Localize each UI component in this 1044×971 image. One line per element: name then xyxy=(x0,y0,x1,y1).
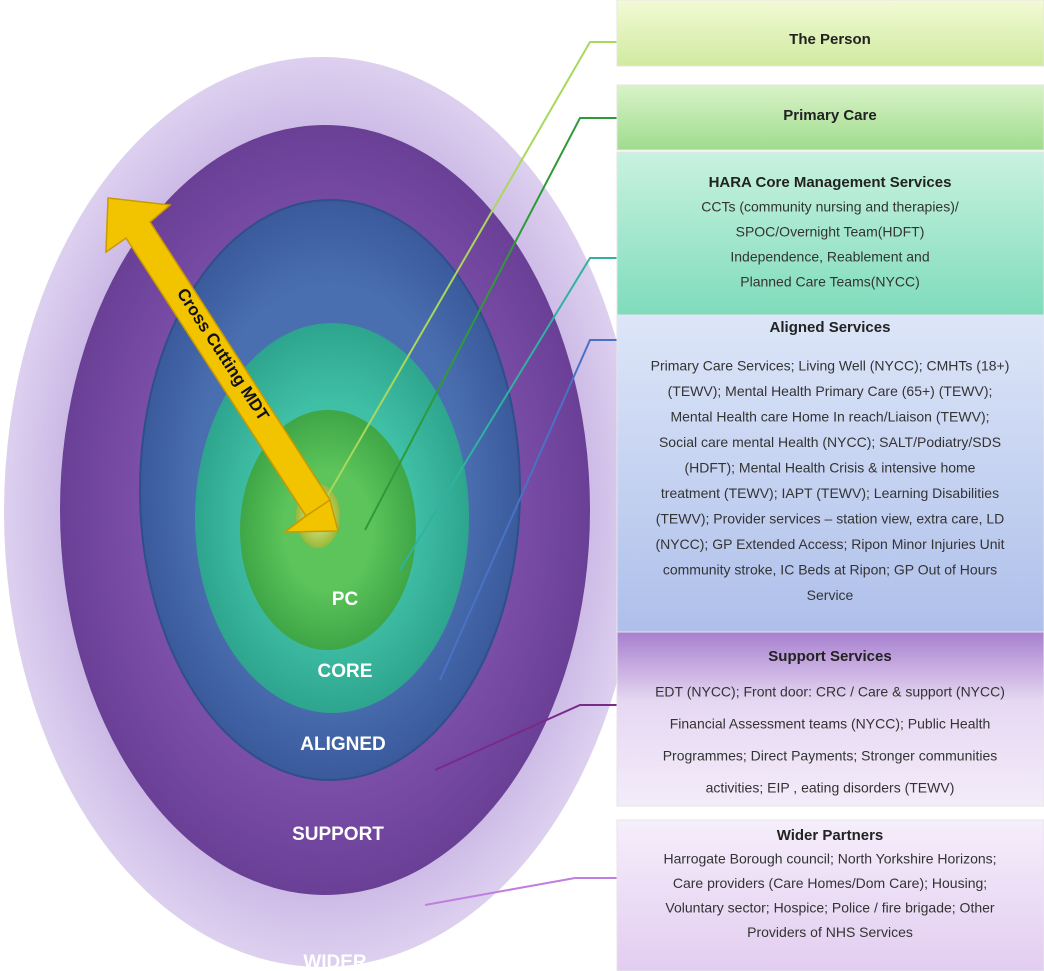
panel-title: HARA Core Management Services xyxy=(709,174,952,191)
panel-line: Voluntary sector; Hospice; Police / fire… xyxy=(665,900,994,916)
panel-line: (TEWV); Provider services – station view… xyxy=(656,511,1005,527)
panel-line: Harrogate Borough council; North Yorkshi… xyxy=(663,851,996,867)
ring-label: WIDER xyxy=(303,952,367,971)
panel-line: (TEWV); Mental Health Primary Care (65+)… xyxy=(668,383,993,399)
panel-title: Wider Partners xyxy=(777,827,884,844)
panel-line: Mental Health care Home In reach/Liaison… xyxy=(670,409,989,425)
panel-line: (NYCC); GP Extended Access; Ripon Minor … xyxy=(655,536,1004,552)
panel xyxy=(616,314,1044,633)
panel xyxy=(616,84,1044,151)
panel xyxy=(616,0,1044,67)
panel-line: Service xyxy=(807,587,854,603)
panel xyxy=(616,819,1044,971)
ring-label: CORE xyxy=(318,661,373,682)
panel-line: Independence, Reablement and xyxy=(730,249,929,265)
panel-line: EDT (NYCC); Front door: CRC / Care & sup… xyxy=(655,684,1005,700)
panel-line: CCTs (community nursing and therapies)/ xyxy=(701,199,959,215)
panel-line: community stroke, IC Beds at Ripon; GP O… xyxy=(663,562,997,578)
panel-title: Primary Care xyxy=(783,107,876,124)
panel xyxy=(616,151,1044,316)
ring-label: SUPPORT xyxy=(292,824,384,845)
panel-line: SPOC/Overnight Team(HDFT) xyxy=(736,224,925,240)
panel-title: The Person xyxy=(789,31,871,48)
panel-line: Social care mental Health (NYCC); SALT/P… xyxy=(659,434,1001,450)
panel-title: Support Services xyxy=(768,648,891,665)
panel-title: Aligned Services xyxy=(770,319,891,336)
panel xyxy=(616,631,1044,807)
panel-line: Programmes; Direct Payments; Stronger co… xyxy=(663,748,998,764)
panel-line: Primary Care Services; Living Well (NYCC… xyxy=(651,358,1010,374)
panel-line: Providers of NHS Services xyxy=(747,924,913,940)
panel-line: Care providers (Care Homes/Dom Care); Ho… xyxy=(673,875,987,891)
connectors xyxy=(317,41,617,906)
mdt-arrow xyxy=(105,197,339,533)
panel-line: activities; EIP , eating disorders (TEWV… xyxy=(706,780,955,796)
panel-line: Planned Care Teams(NYCC) xyxy=(740,274,919,290)
panel-line: Financial Assessment teams (NYCC); Publi… xyxy=(670,716,991,732)
ring-label: ALIGNED xyxy=(300,734,386,755)
panel-line: (HDFT); Mental Health Crisis & intensive… xyxy=(685,460,976,476)
panel-line: treatment (TEWV); IAPT (TEWV); Learning … xyxy=(661,485,999,501)
ring-label: PC xyxy=(332,589,359,610)
